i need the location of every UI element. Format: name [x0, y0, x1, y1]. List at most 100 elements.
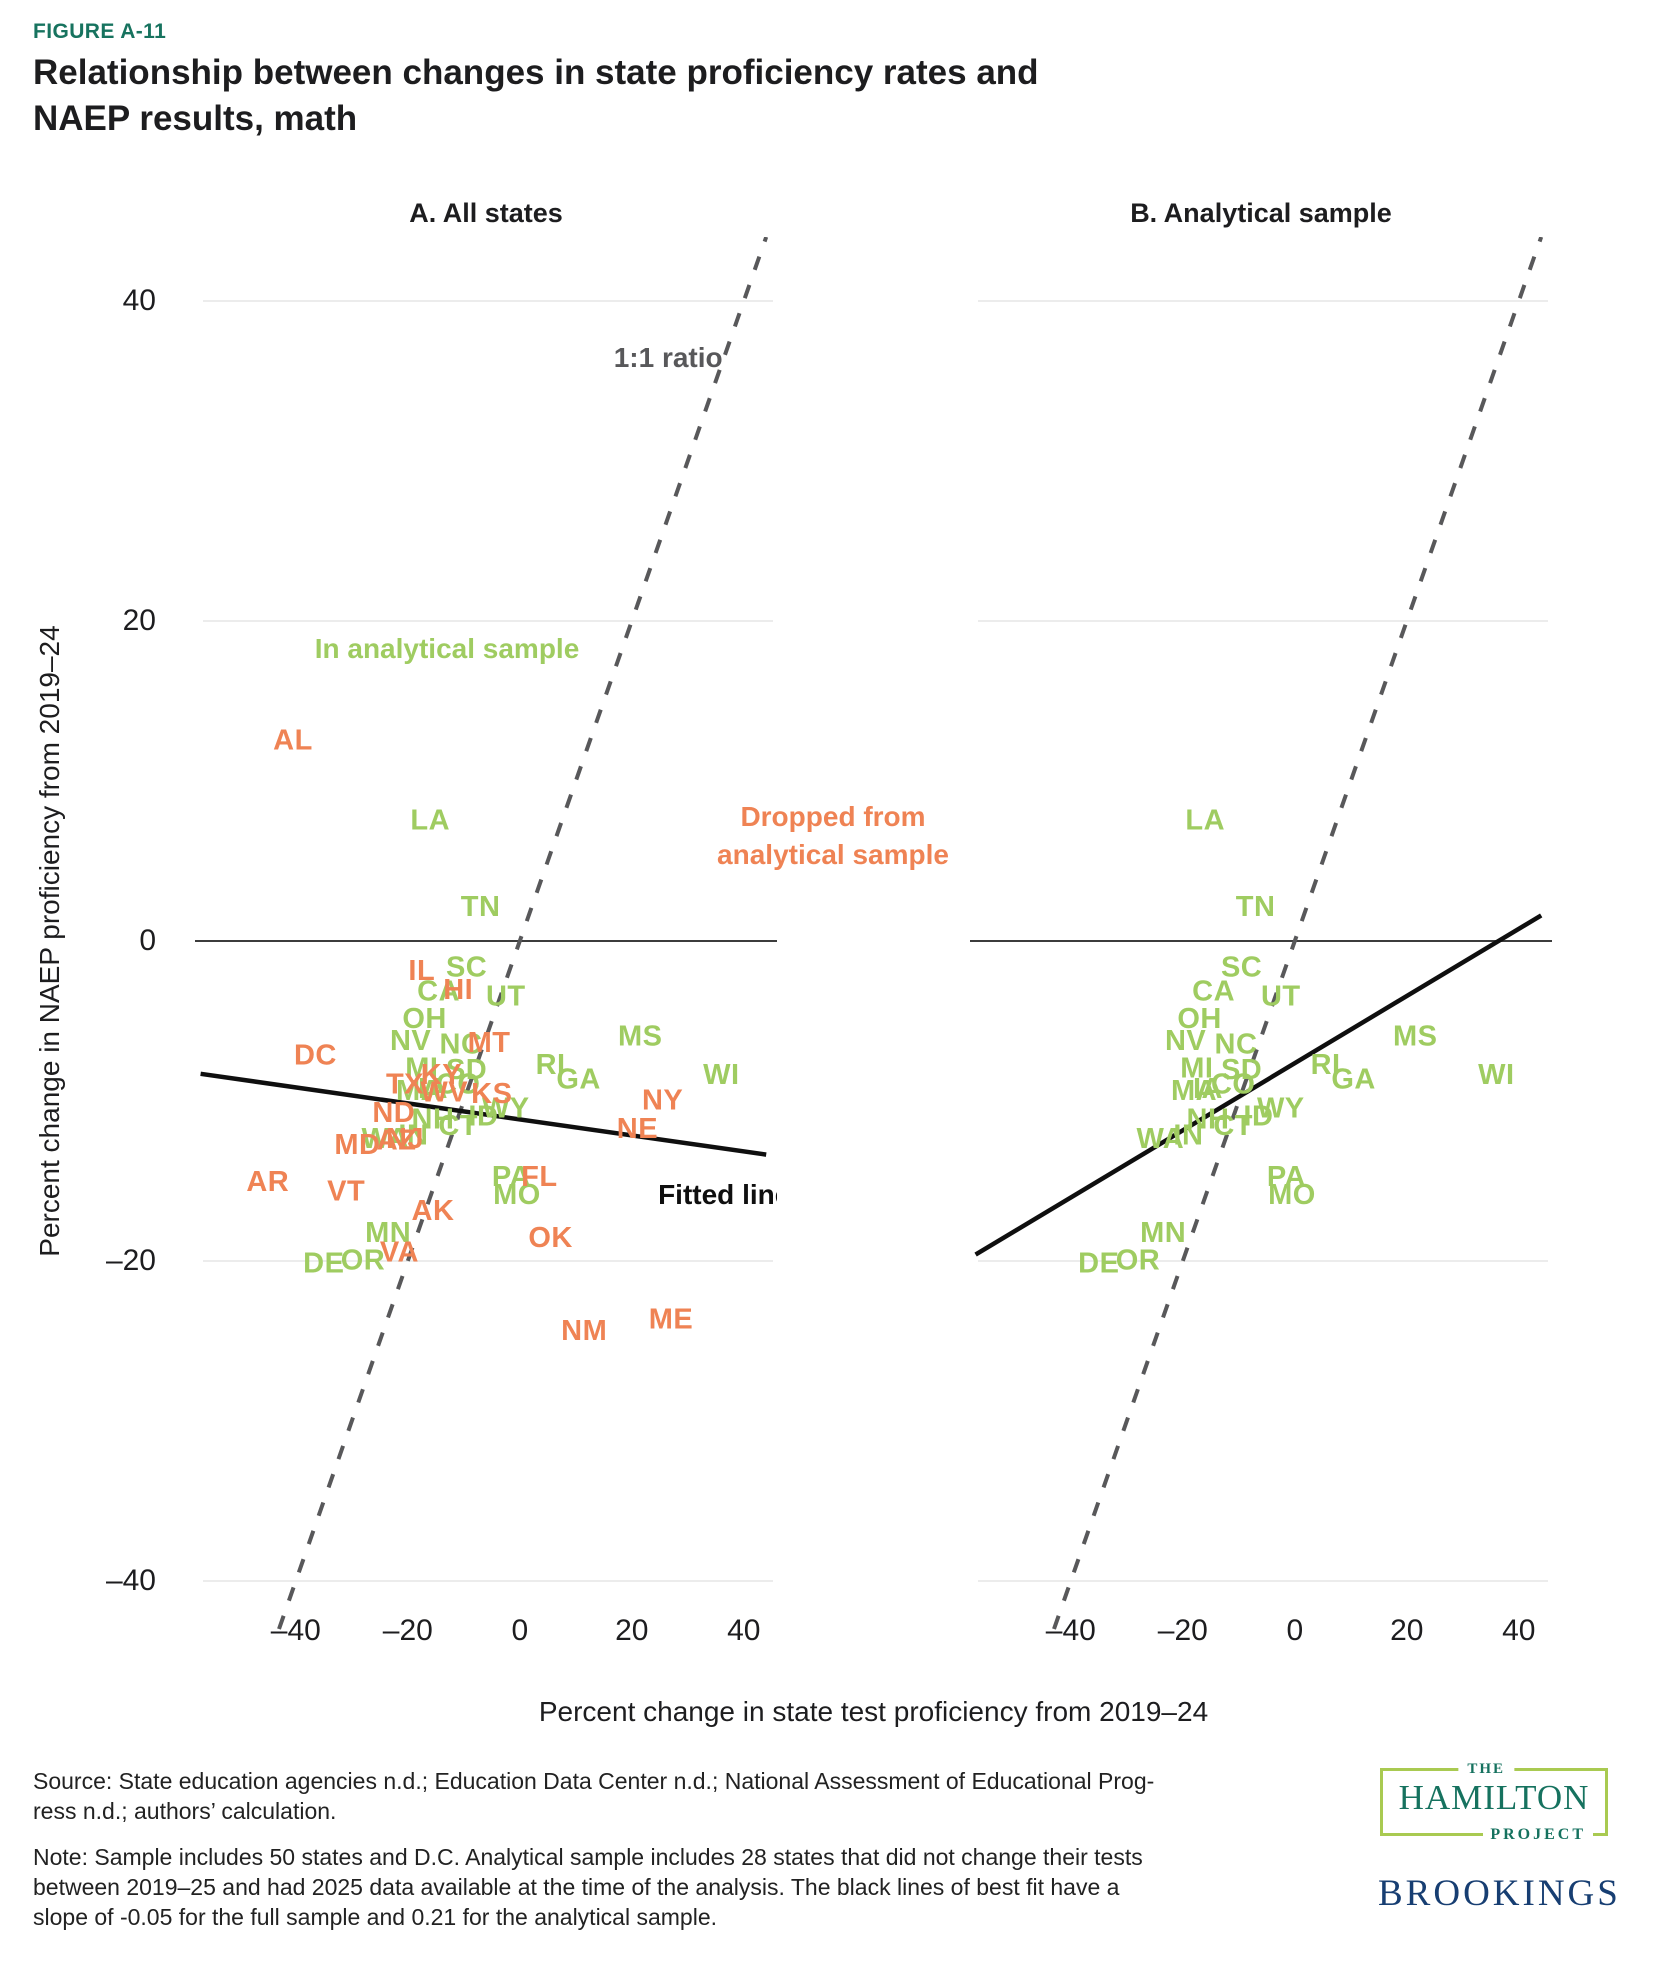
- state-label-KS: KS: [471, 1078, 512, 1110]
- state-label-MD: MD: [334, 1129, 380, 1161]
- state-label-VT: VT: [327, 1176, 365, 1208]
- state-label-WY: WY: [482, 1092, 530, 1124]
- annotation-1-1-ratio: 1:1 ratio: [614, 342, 723, 373]
- state-label-MN: MN: [1140, 1217, 1186, 1249]
- state-label-IN: IN: [398, 1120, 428, 1152]
- fitted-line: [974, 913, 1543, 1257]
- x-tick-20: 20: [615, 1614, 648, 1645]
- state-label-NE: NE: [617, 1113, 658, 1145]
- state-label-MS: MS: [1393, 1020, 1438, 1052]
- state-label-RI: RI: [1311, 1049, 1341, 1081]
- state-label-WY: WY: [1257, 1092, 1305, 1124]
- state-label-NC: NC: [440, 1028, 483, 1060]
- state-label-DE: DE: [303, 1248, 344, 1280]
- state-label-LA: LA: [1185, 804, 1225, 836]
- state-label-CT: CT: [1213, 1110, 1253, 1142]
- state-label-ID: ID: [468, 1100, 498, 1132]
- x-tick--20: –20: [383, 1614, 433, 1645]
- x-tick--40: –40: [1046, 1614, 1096, 1645]
- state-label-AK: AK: [412, 1195, 455, 1227]
- state-label-WI: WI: [703, 1059, 739, 1091]
- source-text: Source: State education agencies n.d.; E…: [33, 1768, 1155, 1824]
- state-label-OR: OR: [341, 1244, 386, 1276]
- x-tick-20: 20: [1390, 1614, 1423, 1645]
- state-label-MT: MT: [468, 1027, 511, 1059]
- state-label-IN: IN: [1173, 1120, 1203, 1152]
- state-label-IA: IA: [1193, 1073, 1223, 1105]
- state-label-TN: TN: [461, 891, 501, 923]
- state-label-SC: SC: [446, 952, 487, 984]
- state-label-NV: NV: [1165, 1025, 1206, 1057]
- state-label-OK: OK: [528, 1222, 573, 1254]
- state-label-CA: CA: [1192, 976, 1235, 1008]
- state-label-NC: NC: [1215, 1028, 1258, 1060]
- state-label-NJ: NJ: [386, 1123, 424, 1155]
- figure-title: Relationship between changes in state pr…: [33, 53, 1039, 138]
- state-label-NM: NM: [561, 1315, 607, 1347]
- state-label-NH: NH: [1187, 1104, 1230, 1136]
- x-tick-40: 40: [1502, 1614, 1535, 1645]
- state-label-IL: IL: [408, 955, 435, 987]
- state-label-IA: IA: [418, 1073, 448, 1105]
- state-label-WV: WV: [420, 1076, 468, 1108]
- state-label-ID: ID: [1243, 1100, 1273, 1132]
- hamilton-logo-the: THE: [1458, 1761, 1515, 1778]
- state-label-WA: WA: [1137, 1123, 1185, 1155]
- one-to-one-line: [1052, 237, 1544, 1630]
- state-label-SD: SD: [1221, 1054, 1262, 1086]
- state-label-ME: ME: [649, 1304, 694, 1336]
- x-axis-title: Percent change in state test proficiency…: [538, 1696, 1209, 1727]
- state-label-CA: CA: [417, 976, 460, 1008]
- state-label-FL: FL: [521, 1161, 557, 1193]
- fitted-line: [200, 1071, 767, 1157]
- state-label-LA: LA: [410, 804, 450, 836]
- state-label-PA: PA: [492, 1161, 531, 1193]
- x-tick-40: 40: [727, 1614, 760, 1645]
- state-label-MA: MA: [1171, 1075, 1217, 1107]
- y-tick--40: –40: [105, 1564, 156, 1597]
- figure-number: FIGURE A-11: [33, 20, 167, 43]
- brookings-logo: BROOKINGS: [1378, 1873, 1621, 1914]
- state-label-RI: RI: [536, 1049, 566, 1081]
- state-label-MI: MI: [1180, 1052, 1213, 1084]
- state-label-TX: TX: [386, 1068, 424, 1100]
- one-to-one-line: [277, 237, 769, 1630]
- state-label-NV: NV: [390, 1025, 431, 1057]
- state-label-GA: GA: [556, 1064, 601, 1096]
- state-label-MS: MS: [618, 1020, 663, 1052]
- state-label-AL: AL: [273, 724, 313, 756]
- hamilton-project-logo: THE HAMILTON PROJECT: [1380, 1761, 1608, 1844]
- note-text: Note: Sample includes 50 states and D.C.…: [33, 1844, 1143, 1930]
- state-label-AR: AR: [246, 1166, 289, 1198]
- panel-b-title: B. Analytical sample: [1130, 198, 1392, 228]
- dropped-sample-legend: Dropped from analytical sample: [717, 801, 949, 870]
- state-label-NY: NY: [642, 1084, 683, 1116]
- x-tick--20: –20: [1158, 1614, 1208, 1645]
- y-tick--20: –20: [105, 1244, 156, 1277]
- hamilton-logo-project: PROJECT: [1483, 1826, 1593, 1844]
- hamilton-logo-name: HAMILTON: [1398, 1778, 1590, 1817]
- state-label-TN: TN: [1236, 891, 1276, 923]
- state-label-SC: SC: [1221, 952, 1262, 984]
- state-label-ND: ND: [372, 1097, 415, 1129]
- state-label-MN: MN: [365, 1217, 411, 1249]
- x-tick-0: 0: [1286, 1614, 1303, 1645]
- y-axis-title: Percent change in NAEP proficiency from …: [34, 625, 65, 1257]
- x-tick-0: 0: [511, 1614, 528, 1645]
- state-label-UT: UT: [486, 980, 526, 1012]
- state-label-UT: UT: [1261, 980, 1301, 1012]
- state-label-PA: PA: [1267, 1161, 1306, 1193]
- state-label-SD: SD: [446, 1054, 487, 1086]
- state-label-CT: CT: [438, 1110, 478, 1142]
- x-tick--40: –40: [271, 1614, 321, 1645]
- state-label-WA: WA: [362, 1123, 410, 1155]
- state-label-OH: OH: [402, 1003, 447, 1035]
- state-label-MI: MI: [405, 1052, 438, 1084]
- state-label-DE: DE: [1078, 1248, 1119, 1280]
- state-label-OH: OH: [1177, 1003, 1222, 1035]
- state-label-OR: OR: [1116, 1244, 1161, 1276]
- state-label-DC: DC: [294, 1040, 337, 1072]
